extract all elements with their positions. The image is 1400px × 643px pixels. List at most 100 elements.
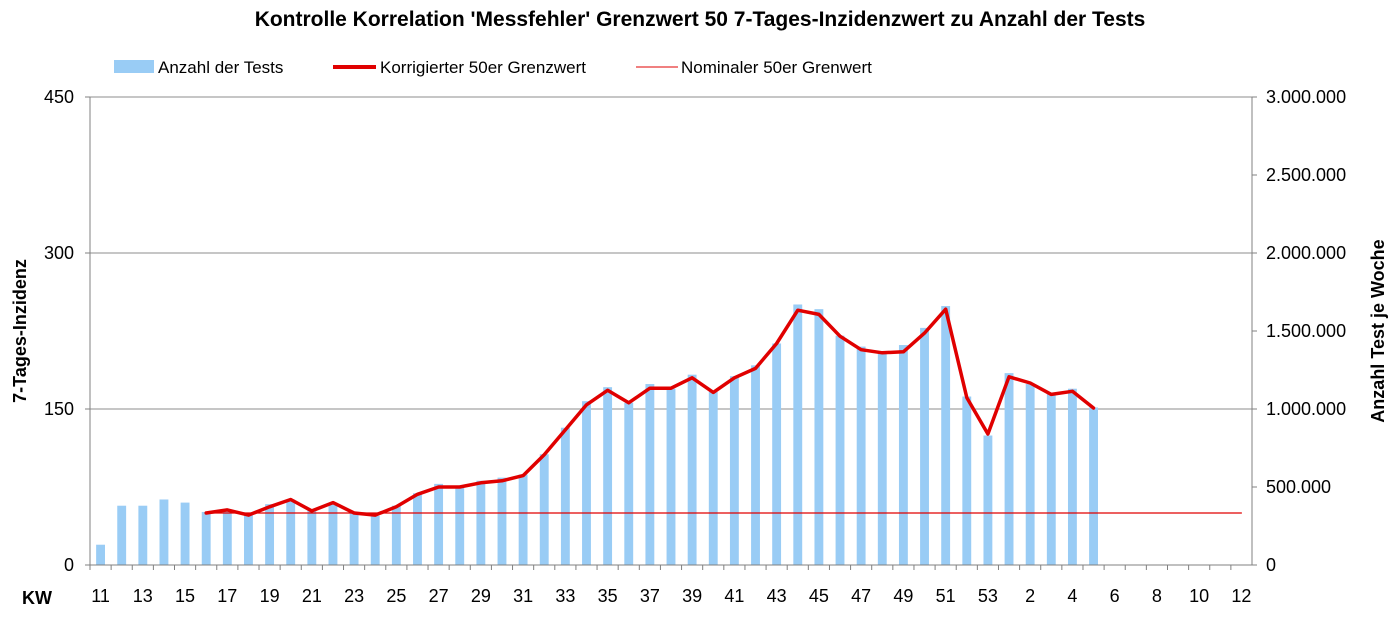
legend-label-nominal: Nominaler 50er Grenwert	[681, 58, 872, 77]
bar-tests	[518, 474, 528, 565]
x-tick-label: 49	[893, 586, 913, 606]
legend-swatch-tests	[114, 60, 154, 73]
y-right-tick-label: 1.000.000	[1266, 399, 1346, 419]
x-tick-label: 15	[175, 586, 195, 606]
x-tick-label: 35	[598, 586, 618, 606]
bar-tests	[159, 499, 169, 565]
bars-tests	[96, 304, 1098, 565]
x-axis-label: KW	[22, 588, 52, 608]
bar-tests	[793, 304, 803, 565]
bar-tests	[729, 376, 739, 565]
gridlines	[90, 96, 1252, 410]
x-tick-label: 33	[555, 586, 575, 606]
bar-tests	[983, 435, 993, 565]
bar-tests	[222, 511, 232, 565]
y-right-tick-label: 0	[1266, 555, 1276, 575]
bar-tests	[286, 499, 296, 565]
x-tick-label: 19	[260, 586, 280, 606]
x-tick-label: 43	[767, 586, 787, 606]
x-tick-label: 37	[640, 586, 660, 606]
x-tick-label: 13	[133, 586, 153, 606]
bar-tests	[624, 402, 634, 565]
bar-tests	[391, 505, 401, 565]
x-tick-label: 39	[682, 586, 702, 606]
bar-tests	[244, 515, 253, 565]
bar-tests	[898, 345, 908, 565]
bar-tests	[349, 513, 359, 565]
bar-tests	[1046, 393, 1056, 565]
bar-tests	[476, 480, 486, 565]
x-tick-label: 2	[1025, 586, 1035, 606]
bar-tests	[497, 477, 507, 565]
bar-tests	[877, 352, 887, 565]
x-tick-label: 6	[1110, 586, 1120, 606]
x-tick-label: 4	[1067, 586, 1077, 606]
bar-tests	[582, 401, 591, 565]
bar-tests	[1089, 407, 1098, 565]
bar-tests	[920, 327, 929, 565]
tick-labels: 0 150 300 450 0 500.000 1.000.000 1.500.000 2.00…	[44, 87, 1346, 606]
bar-tests	[772, 343, 782, 565]
chart-title: Kontrolle Korrelation 'Messfehler' Grenz…	[254, 8, 1146, 31]
bar-tests	[539, 454, 549, 565]
x-tick-label: 27	[429, 586, 449, 606]
y-axis-left-label: 7-Tages-Inzidenz	[10, 259, 30, 403]
x-tick-label: 21	[302, 586, 322, 606]
bar-tests	[856, 346, 866, 565]
bar-tests	[138, 505, 148, 565]
x-tick-label: 23	[344, 586, 364, 606]
bar-tests	[370, 515, 380, 565]
x-tick-label: 45	[809, 586, 829, 606]
bar-tests	[603, 387, 613, 565]
bar-tests	[962, 396, 972, 565]
x-tick-label: 47	[851, 586, 871, 606]
bar-tests	[201, 511, 211, 565]
bar-tests	[117, 505, 127, 565]
x-tick-label: 41	[724, 586, 744, 606]
bar-tests	[96, 544, 106, 565]
x-tick-label: 8	[1152, 586, 1162, 606]
y-right-tick-label: 2.500.000	[1266, 165, 1346, 185]
bar-tests	[560, 427, 570, 565]
x-tick-label: 53	[978, 586, 998, 606]
y-right-tick-label: 2.000.000	[1266, 243, 1346, 263]
x-tick-label: 11	[91, 586, 110, 606]
y-right-tick-label: 3.000.000	[1266, 87, 1346, 107]
lines	[204, 307, 1242, 517]
bar-tests	[814, 309, 824, 565]
x-tick-label: 25	[386, 586, 406, 606]
y-right-tick-label: 1.500.000	[1266, 321, 1346, 341]
bar-tests	[1025, 384, 1035, 565]
x-tick-label: 12	[1231, 586, 1251, 606]
x-tick-label: 17	[217, 586, 237, 606]
line-corrected-threshold	[204, 307, 1096, 517]
legend-label-corrected: Korrigierter 50er Grenzwert	[380, 58, 586, 77]
bar-tests	[307, 510, 317, 565]
bar-tests	[434, 483, 444, 565]
bar-tests	[265, 504, 275, 565]
bar-tests	[180, 502, 190, 565]
y-left-tick-label: 300	[44, 243, 74, 263]
legend: Anzahl der Tests Korrigierter 50er Grenz…	[114, 58, 872, 77]
bar-tests	[645, 384, 655, 565]
x-tick-label: 29	[471, 586, 491, 606]
bar-tests	[1067, 388, 1077, 565]
bar-tests	[666, 388, 676, 565]
bar-tests	[1004, 373, 1014, 565]
legend-label-tests: Anzahl der Tests	[158, 58, 283, 77]
x-tick-label: 51	[936, 586, 956, 606]
bar-tests	[328, 502, 338, 565]
bar-tests	[687, 374, 697, 565]
y-axis-right-label: Anzahl Test je Woche	[1368, 239, 1388, 422]
x-tick-label: 10	[1189, 586, 1209, 606]
bar-tests	[708, 391, 718, 565]
y-right-tick-label: 500.000	[1266, 477, 1331, 497]
bar-tests	[941, 306, 951, 565]
x-tick-label: 31	[513, 586, 533, 606]
y-left-tick-label: 450	[44, 87, 74, 107]
bar-tests	[751, 365, 760, 565]
bar-tests	[413, 493, 422, 565]
bar-tests	[455, 487, 465, 565]
bar-tests	[835, 335, 845, 565]
